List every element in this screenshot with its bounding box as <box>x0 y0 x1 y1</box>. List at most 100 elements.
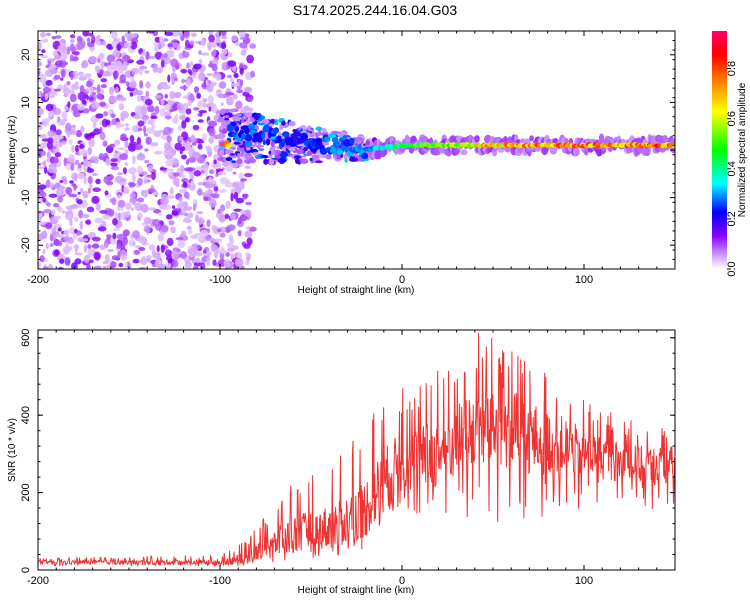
heatmap-ridge-cell <box>244 134 253 142</box>
heatmap-noise-cell <box>128 80 137 89</box>
heatmap-noise-cell <box>136 90 144 96</box>
heatmap-noise-cell <box>97 58 101 64</box>
heatmap-cell <box>223 119 232 123</box>
heatmap-noise-cell <box>68 138 73 146</box>
heatmap-cell <box>315 132 319 139</box>
colorbar-tick-label: 0.4 <box>726 161 738 176</box>
heatmap-noise-cell <box>172 42 179 48</box>
heatmap-noise-cell <box>71 262 78 269</box>
heatmap-noise-cell <box>69 34 76 39</box>
heatmap-noise-cell <box>225 92 235 96</box>
heatmap-noise-cell <box>215 38 222 44</box>
heatmap-noise-cell <box>166 237 174 247</box>
heatmap-noise-cell <box>171 259 179 268</box>
heatmap-noise-cell <box>190 134 196 143</box>
heatmap-noise-cell <box>182 181 188 188</box>
heatmap-noise-cell <box>130 76 135 83</box>
heatmap-noise-cell <box>144 148 149 152</box>
heatmap-noise-cell <box>45 179 51 188</box>
heatmap-noise-cell <box>112 232 117 240</box>
heatmap-noise-cell <box>200 170 206 174</box>
heatmap-noise-cell <box>145 255 153 259</box>
heatmap-noise-cell <box>125 123 129 127</box>
heatmap-noise-cell <box>39 133 47 139</box>
heatmap-noise-cell <box>229 213 237 221</box>
x-tick-label: 0 <box>399 575 405 587</box>
heatmap-noise-cell <box>193 107 200 111</box>
heatmap-noise-cell <box>50 209 56 216</box>
heatmap-noise-cell <box>149 244 156 251</box>
heatmap-noise-cell <box>171 205 176 209</box>
snr-x-ticks: -200 -100 0 100 <box>27 330 676 587</box>
heatmap-noise-cell <box>136 59 145 65</box>
heatmap-noise-cell <box>102 70 111 77</box>
heatmap-noise-cell <box>148 105 155 113</box>
heatmap-noise-cell <box>174 142 183 151</box>
heatmap-noise-cell <box>198 50 202 55</box>
heatmap-noise-cell <box>230 82 239 88</box>
heatmap-cell <box>274 119 279 126</box>
heatmap-noise-cell <box>116 194 122 200</box>
heatmap-noise-cell <box>165 115 172 120</box>
heatmap-noise-cell <box>145 51 150 60</box>
heatmap-noise-cell <box>186 212 194 218</box>
heatmap-noise-cell <box>238 172 244 179</box>
heatmap-noise-cell <box>132 258 140 264</box>
heatmap-noise-cell <box>75 144 80 153</box>
heatmap-noise-cell <box>223 259 231 268</box>
heatmap-cell <box>279 152 289 158</box>
heatmap-noise-cell <box>153 209 162 214</box>
heatmap-cell <box>279 124 284 130</box>
heatmap-noise-cell <box>79 143 85 149</box>
heatmap-noise-cell <box>182 95 189 99</box>
heatmap-noise-cell <box>92 187 101 192</box>
heatmap-noise-cell <box>65 205 74 211</box>
heatmap-noise-cell <box>72 70 79 80</box>
heatmap-noise-cell <box>73 184 78 189</box>
heatmap-noise-cell <box>93 251 101 261</box>
heatmap-noise-cell <box>38 233 42 242</box>
heatmap-noise-cell <box>219 188 227 193</box>
heatmap-noise-cell <box>117 172 123 176</box>
heatmap-noise-cell <box>197 143 203 150</box>
heatmap-noise-cell <box>215 173 219 177</box>
heatmap-cell <box>288 121 296 127</box>
snr-y-axis-title: SNR (10 * v/v) <box>7 418 18 482</box>
heatmap-cell <box>244 152 253 160</box>
heatmap-halo-cell <box>595 146 603 157</box>
heatmap-noise-cell <box>217 208 222 214</box>
heatmap-ridge-cell <box>343 139 351 147</box>
heatmap-noise-cell <box>60 77 64 81</box>
heatmap-noise-cell <box>47 263 54 269</box>
heatmap-noise-cell <box>91 101 100 109</box>
heatmap-noise-cell <box>181 201 188 208</box>
heatmap-noise-cell <box>171 157 178 165</box>
heatmap-noise-cell <box>239 42 248 49</box>
heatmap-noise-cell <box>238 31 247 38</box>
heatmap-noise-cell <box>73 51 80 56</box>
heatmap-noise-cell <box>143 216 151 225</box>
heatmap-noise-cell <box>208 127 216 137</box>
heatmap-noise-cell <box>132 230 140 239</box>
heatmap-noise-cell <box>112 228 121 232</box>
heatmap-noise-cell <box>166 214 173 220</box>
heatmap-noise-cell <box>207 94 214 104</box>
heatmap-noise-cell <box>246 237 253 246</box>
heatmap-noise-cell <box>84 150 88 157</box>
heatmap-cell <box>354 136 364 143</box>
heatmap-noise-cell <box>70 72 74 81</box>
heatmap-noise-cell <box>129 135 135 143</box>
heatmap-noise-cell <box>159 56 169 61</box>
heatmap-cell <box>315 160 323 164</box>
heatmap-halo-cell <box>650 135 658 145</box>
heatmap-ridge-cell <box>672 143 675 149</box>
heatmap-noise-cell <box>213 159 217 165</box>
heatmap-noise-cell <box>97 74 102 78</box>
heatmap-noise-cell <box>154 105 160 114</box>
heatmap-noise-cell <box>48 193 58 198</box>
heatmap-noise-cell <box>239 79 244 87</box>
heatmap-noise-cell <box>45 222 53 230</box>
heatmap-noise-cell <box>73 216 79 222</box>
heatmap-noise-cell <box>120 255 128 261</box>
heatmap-noise-cell <box>67 101 71 108</box>
